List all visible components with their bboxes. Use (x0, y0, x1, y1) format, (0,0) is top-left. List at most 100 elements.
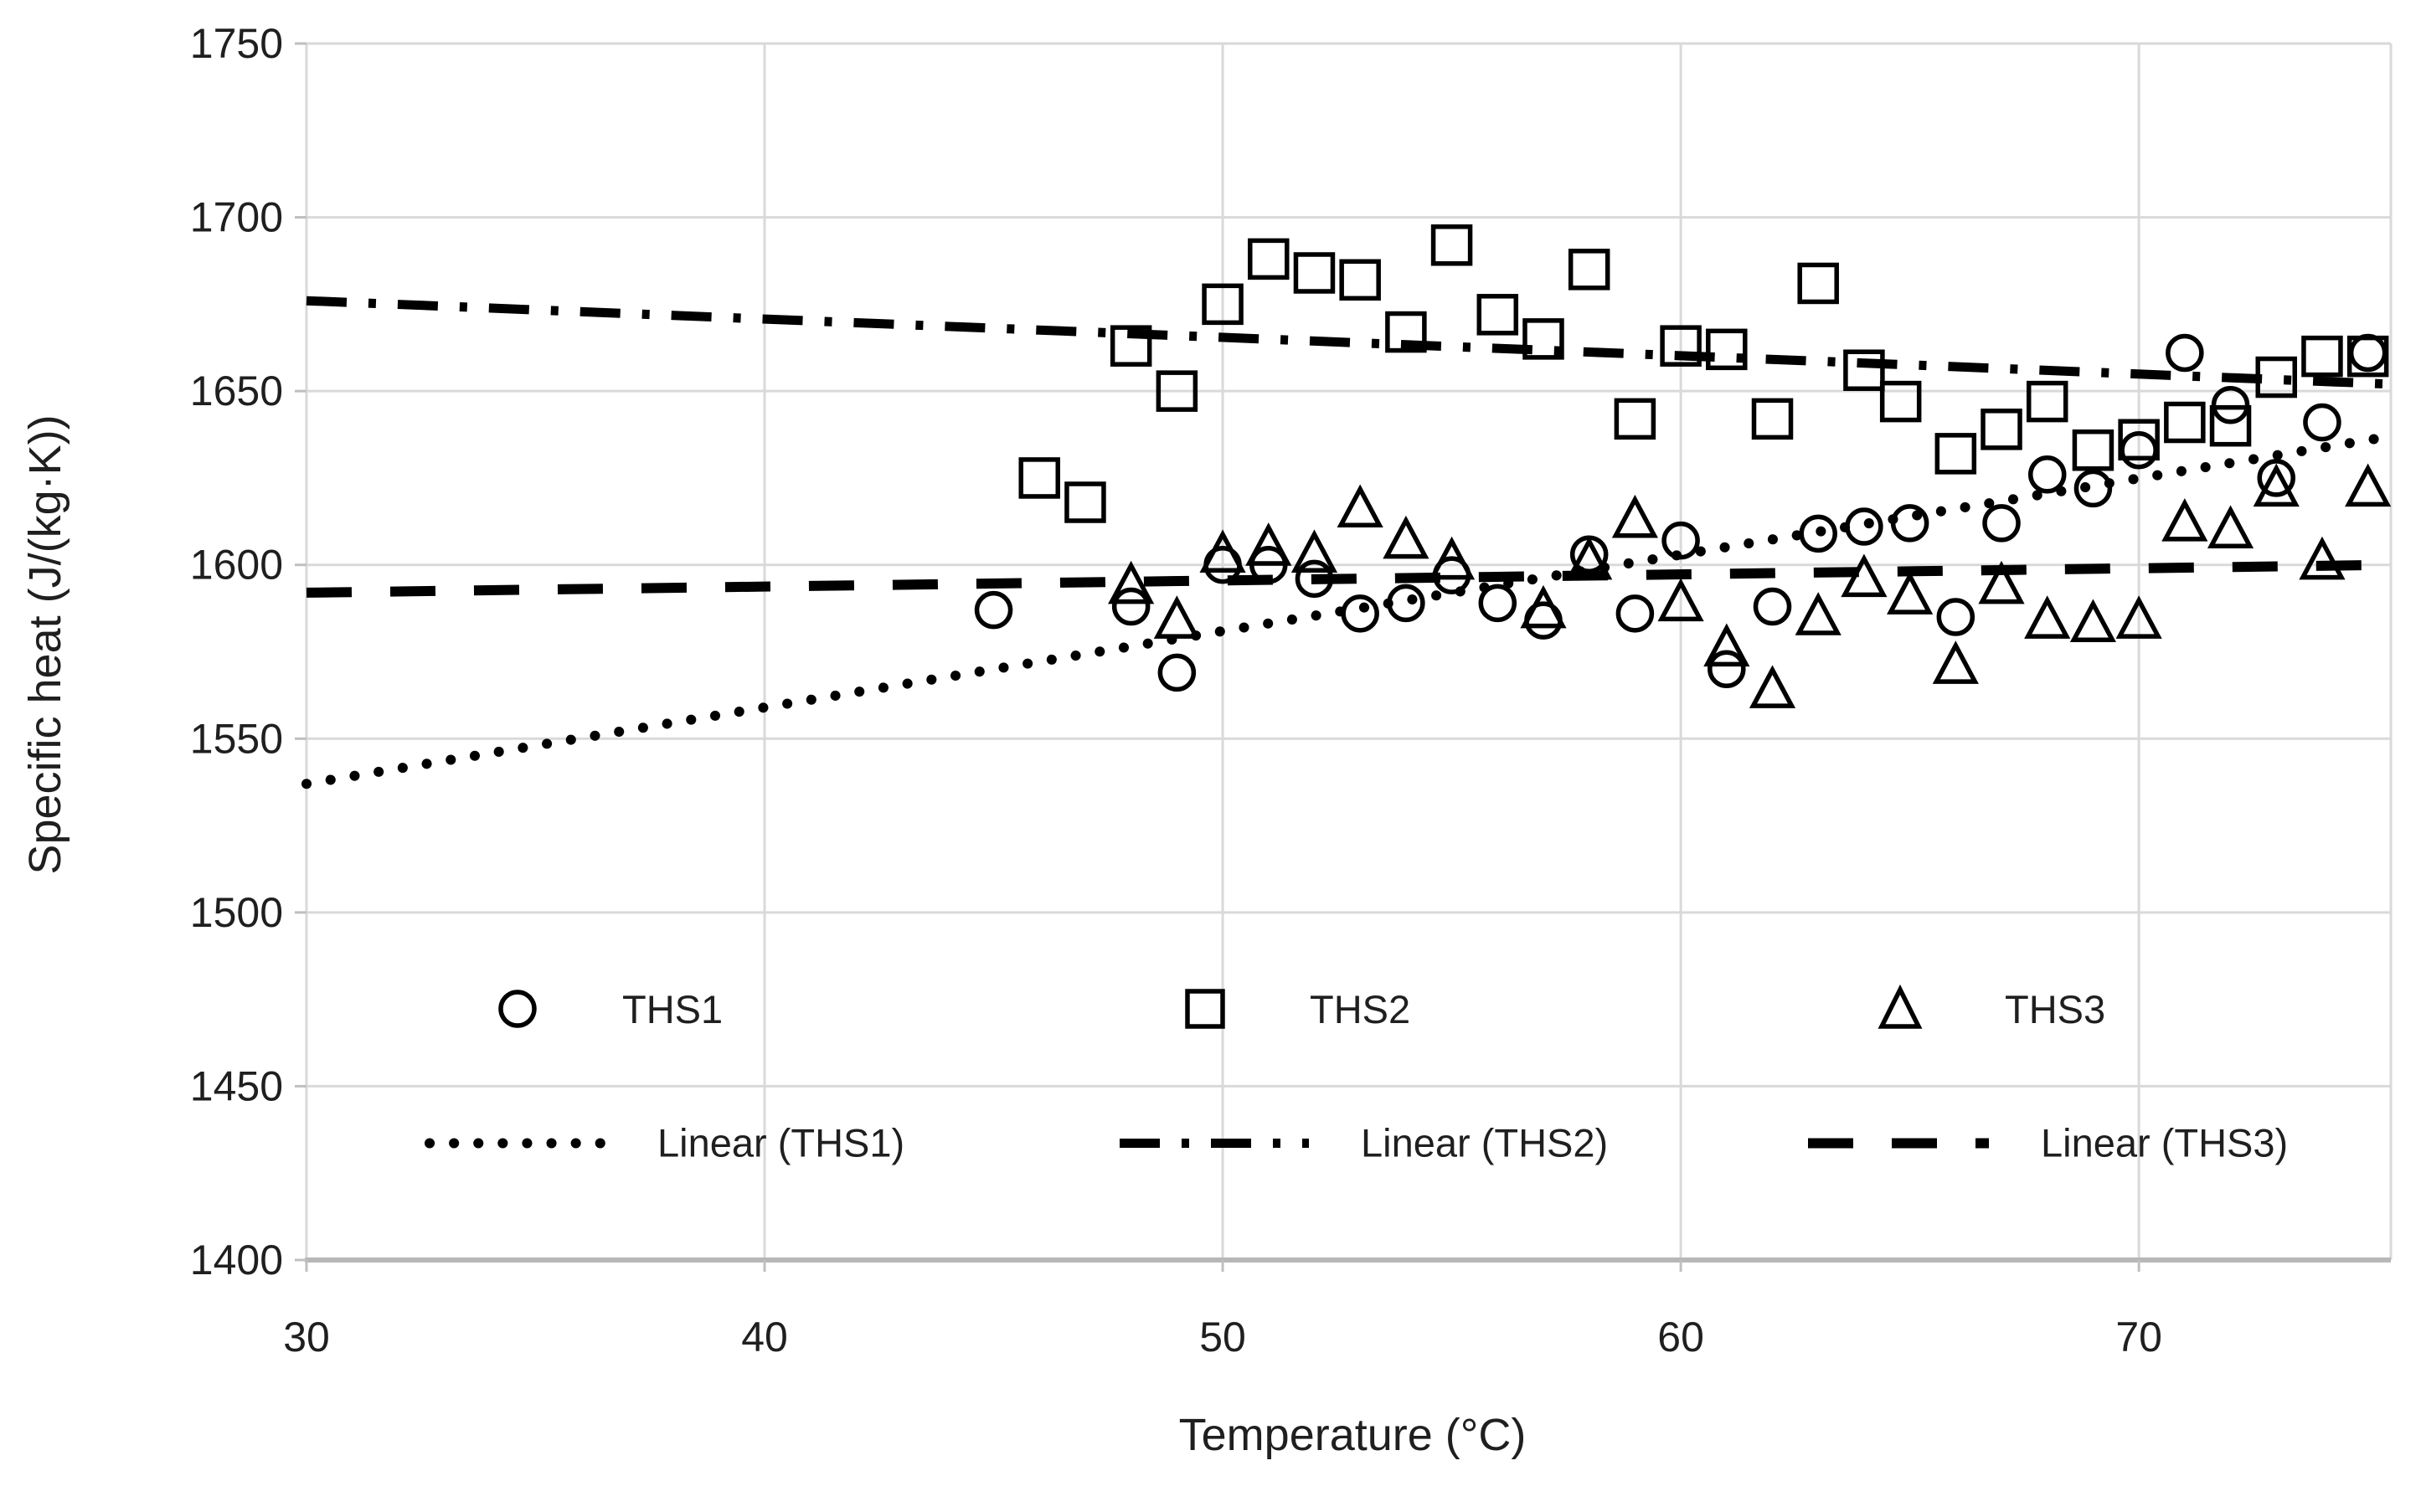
ths3-point (1153, 595, 1200, 639)
ths3-point (2115, 595, 2162, 639)
ths3-point (1108, 560, 1155, 604)
circle-marker-icon (498, 990, 537, 1028)
y-tick-label: 1700 (190, 194, 283, 241)
ths2-point (1385, 311, 1427, 353)
series-ths2 (1018, 224, 2389, 523)
ths2-point (2072, 429, 2115, 471)
ths1-point (1936, 598, 1975, 636)
square-marker-icon (1185, 989, 1225, 1029)
ths2-point (1156, 370, 1198, 412)
ths3-point (2345, 463, 2392, 507)
x-tick-label: 50 (1199, 1314, 1246, 1360)
ths2-point (1064, 481, 1106, 523)
y-tick-label: 1400 (190, 1237, 283, 1283)
ths3-point (1657, 578, 1704, 622)
ths1-point (1708, 650, 1746, 689)
ths3-point (2253, 463, 2300, 507)
ths3-point (2069, 599, 2117, 643)
ths3-point (1749, 665, 1796, 708)
ths2-point (1293, 252, 1336, 294)
ths1-point (2211, 385, 2250, 424)
x-tick-label: 30 (283, 1314, 330, 1360)
legend-item-linear-ths3: Linear (THS3) (1806, 1120, 2288, 1166)
ths2-point (2209, 404, 2252, 447)
ths3-point (1611, 494, 1658, 538)
ths3-point (1199, 529, 1246, 573)
ths3-point (1978, 560, 2025, 604)
y-axis-title: Specific heat (J/(kg·K)) (20, 414, 70, 875)
ths3-point (1520, 584, 1567, 629)
ths3-point (2207, 505, 2254, 548)
ths2-point (2164, 401, 2206, 444)
ths1-point (2303, 403, 2341, 442)
ths3-point (1383, 515, 1429, 559)
ths2-point (2301, 335, 2343, 378)
tick-labels: 1400 1450 1500 1550 1600 1650 1700 1750 30 40 50 60… (190, 20, 2162, 1360)
ths1-point (1982, 504, 2021, 543)
ths1-point (2073, 469, 2113, 508)
ths2-point (2118, 419, 2160, 461)
ths3-point (1795, 592, 1842, 635)
ths2-point (1202, 283, 1244, 326)
ths1-point (2166, 333, 2204, 373)
ths2-point (1430, 224, 1473, 266)
legend-item-ths2: THS2 (1180, 984, 1410, 1034)
ths2-point (1339, 259, 1381, 301)
ths1-point (1157, 653, 1197, 692)
ths1-point (1845, 507, 1883, 546)
ths3-point (1841, 553, 1888, 598)
ths1-point (2257, 459, 2295, 497)
ths1-point (1478, 584, 1517, 623)
ths2-point (1981, 409, 2022, 450)
y-tick-label: 1550 (190, 715, 283, 762)
ths2-point (1934, 433, 1977, 475)
legend-label: Linear (THS2) (1361, 1120, 1609, 1165)
ths3-point (2161, 498, 2208, 542)
ths3-point (1887, 571, 1934, 615)
ths1-point (974, 590, 1013, 630)
ths1-point (1799, 514, 1837, 553)
dashed-line-icon (1808, 1138, 1989, 1148)
ths1-point (1387, 584, 1425, 623)
dotted-line-icon (425, 1138, 605, 1148)
ths2-point (1751, 398, 1794, 440)
x-tick-label: 60 (1657, 1314, 1704, 1360)
dashdot-line-icon (1120, 1138, 1309, 1148)
ths3-point (1337, 484, 1383, 528)
legend-item-linear-ths2: Linear (THS2) (1118, 1120, 1608, 1166)
ths3-point (2299, 536, 2346, 580)
legend-label: THS3 (2005, 986, 2106, 1031)
ths2-point (1568, 249, 1610, 291)
y-tick-label: 1650 (190, 368, 283, 414)
ths2-point (1843, 349, 1885, 391)
ths3-point (1932, 640, 1979, 684)
x-tick-label: 70 (2115, 1314, 2162, 1360)
ths2-point (1018, 457, 1061, 499)
y-tick-label: 1600 (190, 542, 283, 589)
ths3-point (2024, 595, 2071, 639)
ths2-point (2346, 335, 2389, 378)
ths2-point (1706, 328, 1748, 371)
ths1-point (2027, 455, 2067, 494)
legend-item-ths1: THS1 (492, 984, 723, 1034)
legend-label: Linear (THS1) (657, 1120, 905, 1165)
legend-label: THS2 (1310, 986, 1411, 1031)
ths1-point (1890, 504, 1929, 543)
ths1-point (1295, 559, 1334, 599)
y-tick-label: 1450 (190, 1062, 283, 1109)
axes (295, 42, 2393, 1272)
ths2-point (1614, 398, 1656, 440)
ths3-point (1428, 536, 1476, 580)
trendline-linear-ths2 (306, 296, 2392, 389)
ths3-point (1290, 529, 1338, 573)
gridlines (306, 44, 2391, 1260)
ths1-point (1111, 587, 1151, 626)
legend-item-linear-ths1: Linear (THS1) (423, 1120, 904, 1166)
ths2-point (1660, 325, 1702, 367)
ths2-point (1522, 318, 1564, 360)
series-ths3 (1108, 463, 2392, 708)
ths1-point (2348, 333, 2388, 373)
ths3-point (1703, 623, 1750, 667)
